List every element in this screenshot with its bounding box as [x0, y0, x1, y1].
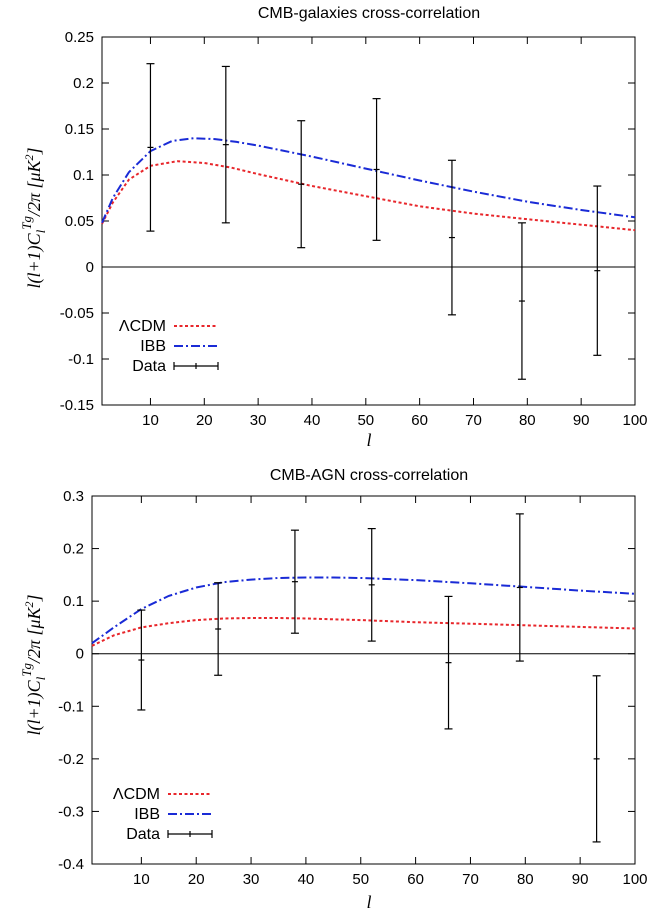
- legend-label: ΛCDM: [119, 318, 166, 335]
- y-tick-label: 0.3: [63, 488, 84, 505]
- legend: ΛCDM IBB Data: [119, 318, 219, 375]
- data-point: [221, 65, 230, 224]
- y-tick-label: 0: [86, 259, 94, 276]
- x-tick-label: 70: [462, 871, 479, 888]
- x-tick-label: 30: [243, 871, 260, 888]
- svg-text:l(l+1)ClTg/2π [μK2]: l(l+1)ClTg/2π [μK2]: [19, 594, 48, 735]
- legend-label: Data: [132, 358, 166, 375]
- series-line-cdm: [101, 160, 636, 232]
- chart-galaxies: CMB-galaxies cross-correlation l l(l+1)C…: [19, 5, 648, 450]
- x-tick-label: 60: [411, 412, 428, 429]
- chart-agn: CMB-AGN cross-correlation l l(l+1)ClTg/2…: [19, 467, 648, 912]
- plot-frame: [91, 495, 636, 865]
- x-tick-label: 30: [250, 412, 267, 429]
- x-tick-label: 50: [357, 412, 374, 429]
- x-tick-label: 60: [407, 871, 424, 888]
- legend-label: IBB: [134, 806, 160, 823]
- x-tick-label: 100: [622, 871, 647, 888]
- x-tick-label: 100: [622, 412, 647, 429]
- x-tick-label: 90: [572, 871, 589, 888]
- series-line-ibb: [101, 137, 636, 224]
- plot-area: -0.15 -0.1 -0.05 0 0.05 0.1 0.15 0.2 0.25 10 20 30 4…: [60, 29, 648, 429]
- data-point: [372, 98, 381, 241]
- x-tick-label: 70: [465, 412, 482, 429]
- chart-title: CMB-galaxies cross-correlation: [258, 5, 480, 22]
- chart-title: CMB-AGN cross-correlation: [270, 467, 468, 484]
- y-tick-label: 0.1: [73, 167, 94, 184]
- y-tick-label: 0.2: [63, 541, 84, 558]
- y-tick-label: -0.1: [58, 698, 84, 715]
- x-tick-label: 20: [188, 871, 205, 888]
- y-tick-label: -0.05: [60, 305, 94, 322]
- x-tick-label: 40: [304, 412, 321, 429]
- x-tick-label: 20: [196, 412, 213, 429]
- x-axis-label: l: [366, 430, 371, 450]
- x-tick-label: 80: [519, 412, 536, 429]
- y-tick-label: 0.1: [63, 593, 84, 610]
- data-point: [593, 185, 602, 356]
- y-tick-label: -0.3: [58, 803, 84, 820]
- x-tick-label: 50: [352, 871, 369, 888]
- y-tick-label: 0.05: [65, 213, 94, 230]
- legend-label: Data: [126, 826, 160, 843]
- y-tick-label: -0.2: [58, 751, 84, 768]
- x-tick-label: 40: [298, 871, 315, 888]
- data-point: [517, 222, 526, 380]
- data-point: [447, 159, 456, 316]
- data-point: [290, 529, 299, 634]
- y-axis-label: l(l+1)ClTg/2π [μK2]: [19, 594, 48, 735]
- y-tick-label: 0.25: [65, 29, 94, 46]
- y-tick-label: 0.2: [73, 75, 94, 92]
- data-point: [297, 120, 306, 249]
- data-point: [515, 513, 524, 662]
- svg-text:l(l+1)ClTg/2π [μK2]: l(l+1)ClTg/2π [μK2]: [19, 147, 48, 288]
- data-point: [444, 595, 453, 730]
- data-point: [137, 609, 146, 711]
- y-tick-label: 0.15: [65, 121, 94, 138]
- x-tick-label: 10: [133, 871, 150, 888]
- x-tick-label: 80: [517, 871, 534, 888]
- y-tick-label: -0.15: [60, 397, 94, 414]
- plot-area: -0.4 -0.3 -0.2 -0.1 0 0.1 0.2 0.3 10 20 30 40 50 60 70…: [58, 488, 647, 888]
- y-tick-label: 0: [76, 646, 84, 663]
- legend: ΛCDM IBB Data: [113, 786, 213, 843]
- series-line-ibb: [91, 576, 636, 645]
- series-line-cdm: [91, 617, 636, 647]
- data-point: [592, 675, 601, 843]
- legend-label: IBB: [140, 338, 166, 355]
- x-axis-label: l: [366, 892, 371, 912]
- x-tick-label: 90: [573, 412, 590, 429]
- data-point: [146, 63, 155, 232]
- data-point: [214, 582, 223, 676]
- y-axis-label: l(l+1)ClTg/2π [μK2]: [19, 147, 48, 288]
- y-tick-label: -0.4: [58, 856, 84, 873]
- plot-frame: [101, 36, 636, 406]
- y-tick-label: -0.1: [68, 351, 94, 368]
- x-tick-label: 10: [142, 412, 159, 429]
- legend-label: ΛCDM: [113, 786, 160, 803]
- data-point: [367, 527, 376, 642]
